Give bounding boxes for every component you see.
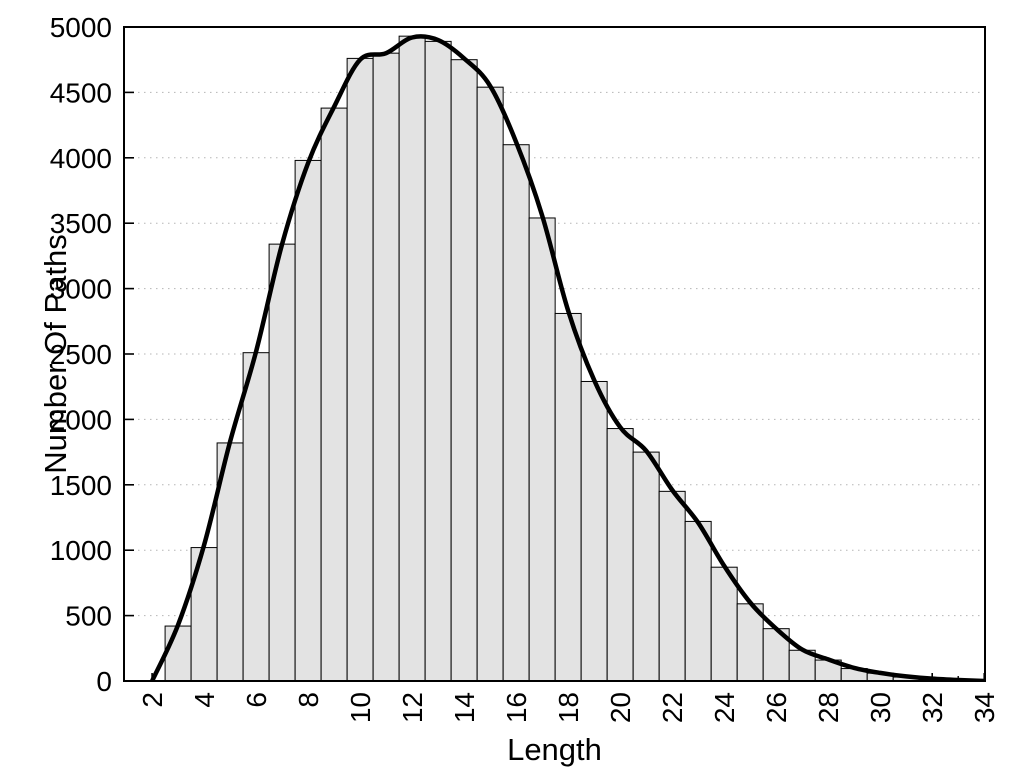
x-tick-label: 4 [189,692,220,708]
y-tick-label: 4500 [50,77,112,108]
histogram-bar [190,547,218,682]
x-tick-label: 20 [605,692,636,723]
histogram-bar [528,217,556,682]
x-tick-label: 10 [345,692,376,723]
histogram-bar [684,520,712,682]
histogram-bar [580,380,608,682]
histogram-bar [320,107,348,682]
y-tick-label: 1500 [50,470,112,501]
x-tick-label: 6 [241,692,272,708]
x-tick-label: 22 [657,692,688,723]
histogram-bar [346,57,374,682]
x-tick-label: 30 [865,692,896,723]
histogram-bar [476,86,504,682]
histogram-bar [268,243,296,682]
histogram-bar [554,312,582,682]
x-tick-label: 14 [449,692,480,723]
plot-border [123,26,986,682]
histogram-bar [606,428,634,682]
histogram-bar [736,603,764,682]
x-tick-label: 32 [917,692,948,723]
x-tick-label: 34 [969,692,1000,723]
x-tick-label: 28 [813,692,844,723]
y-tick-label: 0 [96,666,112,697]
x-tick-label: 16 [501,692,532,723]
x-tick-label: 12 [397,692,428,723]
y-tick-label: 500 [65,601,112,632]
x-tick-label: 2 [137,692,168,708]
x-tick-label: 24 [709,692,740,723]
histogram-bar [242,352,270,682]
histogram-bar [294,159,322,682]
x-axis-label: Length [507,732,602,767]
y-tick-label: 3500 [50,208,112,239]
y-tick-label: 5000 [50,12,112,43]
histogram-bar [658,490,686,682]
x-tick-label: 26 [761,692,792,723]
histogram-bar [450,59,478,682]
histogram-bar [632,451,660,682]
y-tick-label: 2500 [50,339,112,370]
histogram-bar [424,40,452,682]
y-tick-label: 2000 [50,404,112,435]
histogram-bar [398,35,426,682]
x-tick-label: 18 [553,692,584,723]
y-tick-label: 4000 [50,143,112,174]
y-axis-label: Number Of Paths [38,234,73,473]
x-tick-label: 8 [293,692,324,708]
histogram-bar [372,52,400,682]
y-tick-label: 1000 [50,535,112,566]
y-tick-label: 3000 [50,274,112,305]
histogram-bar [164,625,192,682]
distribution-curve [149,34,985,681]
histogram-bar [710,566,738,682]
histogram-bar [502,144,530,682]
